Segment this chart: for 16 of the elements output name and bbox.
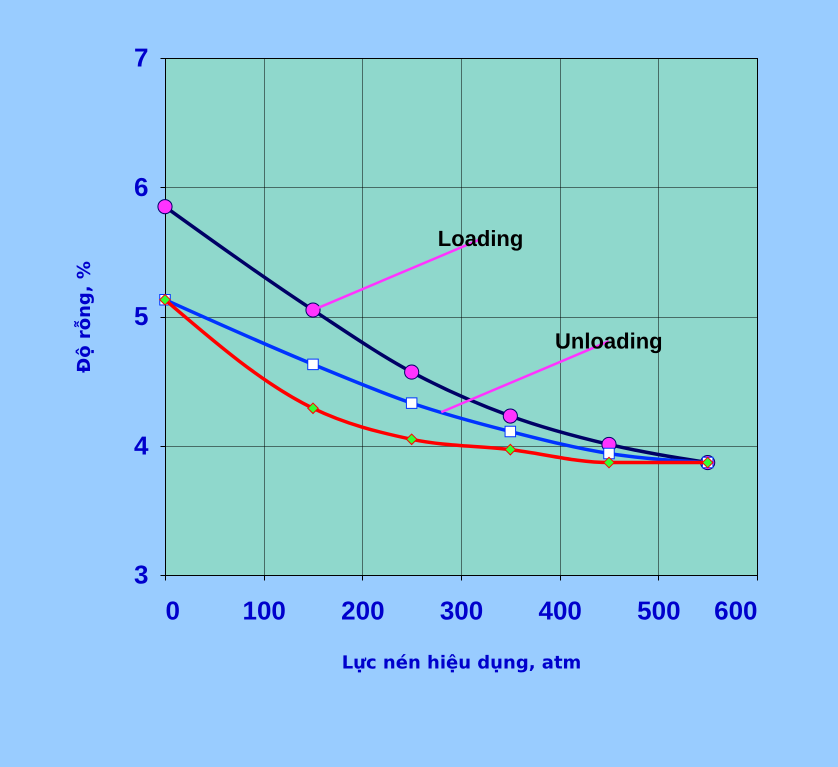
x-axis-title: Lực nén hiệu dụng, atm xyxy=(342,652,582,674)
y-tick-label: 3 xyxy=(134,560,148,590)
y-axis-title: Độ rỗng, % xyxy=(74,261,96,373)
annotation: Unloading xyxy=(555,328,663,354)
x-tick-label: 300 xyxy=(440,596,484,626)
x-tick-label: 200 xyxy=(341,596,385,626)
x-tick-label: 0 xyxy=(166,596,180,626)
y-tick-label: 6 xyxy=(134,172,148,202)
y-tick-label: 7 xyxy=(134,42,148,72)
x-tick-label: 400 xyxy=(538,596,582,626)
x-tick-label: 600 xyxy=(714,596,758,626)
annotation: Loading xyxy=(438,226,524,252)
x-tick-label: 500 xyxy=(637,596,681,626)
y-tick-label: 5 xyxy=(134,301,148,331)
y-tick-label: 4 xyxy=(134,430,150,460)
x-tick-label: 100 xyxy=(242,596,286,626)
